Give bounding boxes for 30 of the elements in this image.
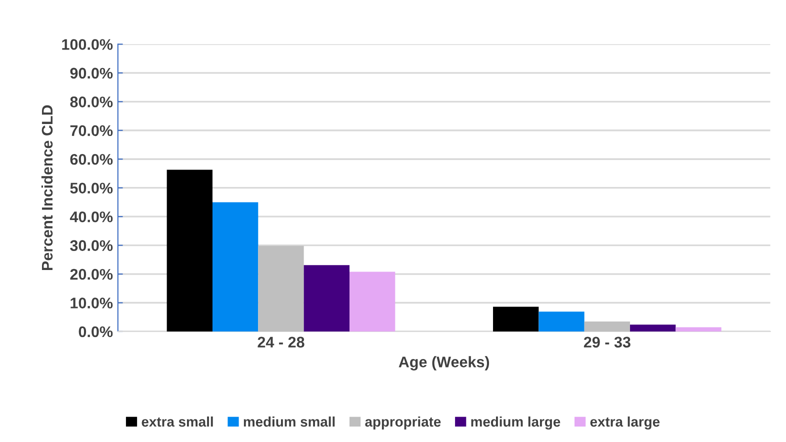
bar bbox=[630, 324, 676, 332]
bar bbox=[584, 321, 630, 332]
y-axis-title: Percent Incidence CLD bbox=[41, 105, 53, 270]
legend-label: extra small bbox=[142, 416, 213, 427]
y-tick-label: 100.0% bbox=[62, 39, 113, 50]
y-tick-label: 50.0% bbox=[70, 182, 113, 194]
bar bbox=[349, 272, 396, 332]
y-tick-label: 0.0% bbox=[78, 326, 113, 338]
bar bbox=[166, 170, 212, 332]
bar bbox=[212, 202, 258, 332]
y-tick-label: 10.0% bbox=[70, 298, 113, 308]
legend-label: medium small bbox=[244, 416, 335, 427]
legend-label: medium large bbox=[471, 416, 560, 430]
y-tick-label: 60.0% bbox=[70, 154, 113, 165]
x-tick-label: 24 - 28 bbox=[258, 336, 304, 348]
bar bbox=[493, 306, 539, 332]
y-tick-label: 20.0% bbox=[70, 268, 113, 280]
y-tick-label: 90.0% bbox=[70, 68, 113, 79]
y-tick-label: 30.0% bbox=[70, 240, 113, 252]
bar bbox=[258, 246, 304, 332]
legend-label: extra large bbox=[590, 416, 660, 430]
y-tick-label: 70.0% bbox=[70, 125, 113, 136]
x-axis-title: Age (Weeks) bbox=[398, 356, 490, 370]
bar bbox=[304, 265, 350, 332]
bar bbox=[538, 312, 584, 332]
legend-label: appropriate bbox=[365, 416, 441, 430]
bar bbox=[676, 327, 722, 332]
y-tick-label: 40.0% bbox=[70, 211, 113, 222]
y-tick-label: 80.0% bbox=[70, 96, 113, 108]
x-tick-label: 29 - 33 bbox=[584, 336, 630, 348]
